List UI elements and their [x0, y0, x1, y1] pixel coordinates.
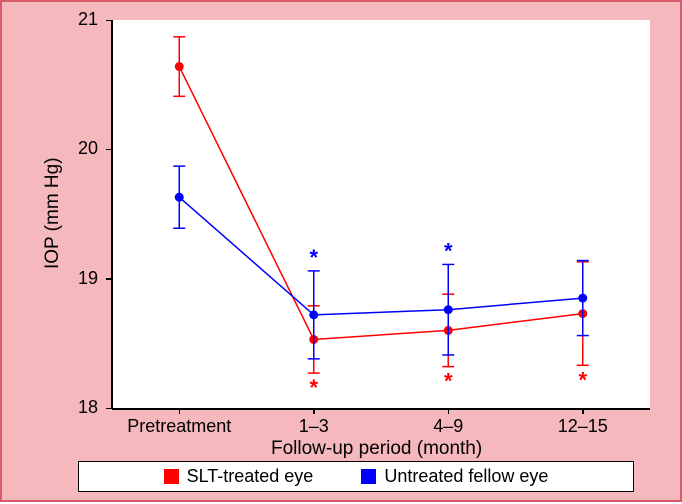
svg-text:*: * [309, 245, 318, 270]
legend-label-fellow: Untreated fellow eye [384, 466, 548, 487]
legend-swatch-slt [164, 469, 179, 484]
x-tick-label: 12–15 [523, 416, 643, 437]
legend-swatch-fellow [361, 469, 376, 484]
x-tick [582, 408, 584, 414]
legend-item-fellow: Untreated fellow eye [361, 466, 548, 487]
y-tick-label: 19 [78, 268, 98, 289]
legend: SLT-treated eye Untreated fellow eye [78, 461, 634, 492]
x-tick-label: 4–9 [388, 416, 508, 437]
svg-text:*: * [309, 375, 318, 400]
x-tick [179, 408, 181, 414]
legend-item-slt: SLT-treated eye [164, 466, 314, 487]
svg-text:*: * [444, 238, 453, 263]
legend-label-slt: SLT-treated eye [187, 466, 314, 487]
x-tick-label: Pretreatment [119, 416, 239, 437]
y-tick [106, 408, 112, 410]
y-tick [106, 149, 112, 151]
x-tick-label: 1–3 [254, 416, 374, 437]
svg-text:*: * [578, 367, 587, 392]
y-tick [106, 20, 112, 22]
chart-frame: IOP (mm Hg) Follow-up period (month) ***… [0, 0, 682, 502]
y-tick-label: 20 [78, 138, 98, 159]
svg-text:*: * [444, 369, 453, 394]
y-tick [106, 278, 112, 280]
y-tick-label: 21 [78, 9, 98, 30]
x-tick [313, 408, 315, 414]
y-tick-label: 18 [78, 397, 98, 418]
x-tick [448, 408, 450, 414]
